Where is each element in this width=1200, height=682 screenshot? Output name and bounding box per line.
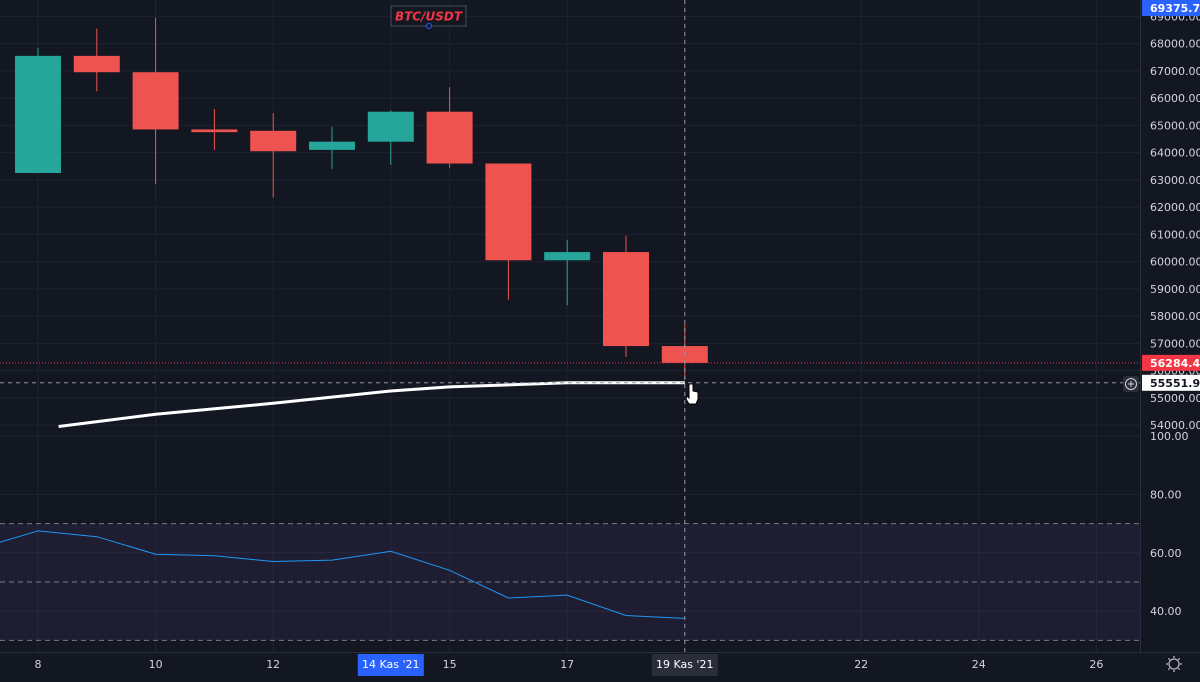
price-tick-label: 65000.00 — [1150, 119, 1200, 132]
candle-body — [544, 252, 591, 261]
top-price-label-text: 69375.71 — [1150, 2, 1200, 15]
anchor-dot-icon[interactable] — [426, 23, 432, 29]
price-tick-label: 64000.00 — [1150, 147, 1200, 160]
time-tick-label: 15 — [443, 658, 457, 671]
time-axis-bg — [0, 652, 1200, 682]
crosshair — [0, 0, 1140, 652]
crosshair-date-label-bg — [651, 654, 718, 676]
last-price-label-bg — [1142, 354, 1200, 371]
price-tick-label: 62000.00 — [1150, 201, 1200, 214]
price-tick-label: 55000.00 — [1150, 392, 1200, 405]
highlight-date-label-text: 14 Kas '21 — [362, 658, 420, 671]
highlight-date-label-bg — [357, 654, 424, 676]
rsi-tick-label: 80.00 — [1150, 488, 1182, 501]
candle-down — [426, 87, 473, 168]
crosshair-price-label-text: 55551.94 — [1150, 377, 1200, 390]
candle-body — [603, 252, 649, 347]
candle-up — [367, 110, 414, 165]
time-axis[interactable]: 8 10 12 15 17 22 24 26 14 Kas '21 19 Kas '21 — [0, 652, 1200, 682]
candle-down — [485, 163, 532, 300]
crosshair-price-label: 55551.94 — [1142, 374, 1200, 391]
gear-icon — [1168, 658, 1180, 670]
candle-body — [73, 55, 120, 73]
price-axis[interactable]: 54000.0055000.0056000.0057000.0058000.00… — [1140, 0, 1200, 682]
candle-up — [309, 126, 355, 169]
plus-circle-icon — [1125, 378, 1137, 390]
candle-body — [485, 163, 532, 261]
top-price-label-bg — [1142, 0, 1200, 16]
settings-button[interactable] — [1166, 656, 1182, 672]
highlight-date-label: 14 Kas '21 — [357, 654, 424, 676]
rsi-tick-label: 40.00 — [1150, 605, 1182, 618]
time-tick-label: 22 — [854, 658, 868, 671]
candle-body — [426, 111, 473, 164]
candle-down — [132, 17, 179, 184]
time-tick-label: 10 — [149, 658, 163, 671]
price-tick-label: 67000.00 — [1150, 65, 1200, 78]
top-price-label: 69375.71 — [1142, 0, 1200, 16]
candle-up — [15, 47, 61, 174]
price-tick-label: 63000.00 — [1150, 174, 1200, 187]
price-axis-bg — [1140, 0, 1200, 652]
rsi-tick-label: 60.00 — [1150, 547, 1182, 560]
price-tick-label: 58000.00 — [1150, 310, 1200, 323]
crosshair-price-label-bg — [1142, 374, 1200, 391]
crosshair-date-label: 19 Kas '21 — [651, 654, 718, 676]
moving-average — [58, 381, 685, 428]
candle-body — [15, 55, 61, 174]
candle-down — [250, 113, 297, 198]
candle-body — [250, 130, 297, 152]
last-price-label-text: 56284.45 — [1150, 357, 1200, 370]
price-tick-label: 61000.00 — [1150, 228, 1200, 241]
candle-down — [73, 28, 120, 92]
rsi-line — [0, 530, 685, 619]
price-tick-label: 54000.00 — [1150, 419, 1200, 432]
price-tick-label: 60000.00 — [1150, 256, 1200, 269]
symbol-title-text: BTC/USDT — [395, 10, 463, 24]
crosshair-date-label-text: 19 Kas '21 — [656, 658, 714, 671]
candle-down — [603, 235, 649, 357]
last-price-label: 56284.45 — [1142, 354, 1200, 371]
add-alert-button[interactable] — [1123, 376, 1139, 392]
price-tick-label: 66000.00 — [1150, 92, 1200, 105]
price-tick-label: 57000.00 — [1150, 337, 1200, 350]
rsi-tick-label: 100.00 — [1150, 430, 1189, 443]
candle-up — [544, 239, 591, 306]
moving-average-line — [58, 381, 685, 428]
time-tick-label: 24 — [972, 658, 986, 671]
candle-body — [132, 72, 179, 130]
candle-body — [367, 111, 414, 142]
price-tick-label: 59000.00 — [1150, 283, 1200, 296]
rsi-line-path — [0, 530, 685, 619]
cursor-hand-icon — [685, 383, 699, 405]
candle-body — [191, 129, 238, 133]
time-tick-label: 17 — [560, 658, 574, 671]
candles — [0, 17, 1140, 379]
symbol-title[interactable]: BTC/USDT — [390, 5, 467, 29]
time-tick-label: 26 — [1089, 658, 1103, 671]
time-tick-label: 8 — [35, 658, 42, 671]
candle-down — [191, 109, 238, 150]
grid — [0, 0, 1200, 652]
time-tick-label: 12 — [266, 658, 280, 671]
price-tick-label: 68000.00 — [1150, 38, 1200, 51]
candle-body — [309, 141, 355, 150]
rsi-band — [0, 523, 1140, 641]
